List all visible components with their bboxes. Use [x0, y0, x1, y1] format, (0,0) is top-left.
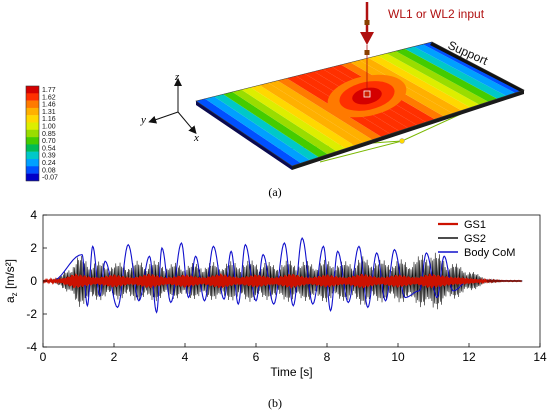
plate-band — [250, 85, 355, 149]
colorbar-swatch — [26, 166, 39, 174]
colorbar-swatch — [26, 93, 39, 101]
colorbar-tick-label: 0.24 — [42, 160, 56, 167]
colorbar-tick-label: 1.46 — [42, 102, 56, 109]
legend-label: GS2 — [464, 233, 486, 245]
series-gs1-line — [43, 273, 522, 289]
colorbar-swatch — [26, 159, 39, 167]
colorbar-tick-label: 1.00 — [42, 123, 56, 130]
y-axis-label: az [m/s²] — [3, 259, 19, 303]
colorbar-swatch — [26, 86, 39, 94]
plate-band — [205, 96, 310, 164]
colorbar-swatch — [26, 137, 39, 145]
x-tick-label: 0 — [40, 350, 47, 364]
x-tick-label: 4 — [182, 350, 189, 364]
x-tick-label: 2 — [111, 350, 118, 364]
legend: GS1 GS2 Body CoM — [438, 219, 515, 259]
plate-band — [259, 82, 364, 146]
y-axis-arrow — [148, 111, 179, 124]
panel-a-label: (a) — [268, 185, 281, 199]
y-tick-label: -2 — [26, 307, 37, 321]
legend-label: Body CoM — [464, 247, 515, 259]
colorbar-swatch — [26, 100, 39, 109]
x-axis-arrow — [177, 111, 197, 135]
input-label: WL1 or WL2 input — [388, 7, 485, 21]
plate-band — [386, 51, 489, 105]
panel-b-label: (b) — [268, 396, 282, 410]
x-tick-label: 10 — [391, 350, 405, 364]
colorbar-swatch — [26, 144, 39, 152]
colorbar-tick-label: 1.77 — [42, 87, 56, 94]
plate-band — [214, 94, 319, 161]
plate-band — [377, 53, 480, 108]
colorbar-tick-label: -0.07 — [42, 175, 58, 182]
colorbar-tick-label: 0.70 — [42, 138, 56, 145]
colorbar-tick-label: 1.62 — [42, 94, 56, 101]
x-tick-label: 12 — [462, 350, 476, 364]
colorbar-tick-label: 0.39 — [42, 153, 56, 160]
plate-band — [404, 46, 507, 99]
plate-band — [268, 80, 373, 143]
x-tick-label: 8 — [324, 350, 331, 364]
plate-band — [277, 78, 382, 140]
plate-band — [359, 57, 462, 114]
colorbar-tick-label: 0.85 — [42, 131, 56, 138]
plate-band — [395, 48, 498, 102]
plate-band — [413, 44, 516, 96]
colorbar-tick-label: 1.16 — [42, 116, 56, 123]
y-tick-label: 2 — [30, 241, 37, 255]
plate-edge-front — [196, 101, 292, 170]
plate-band — [232, 89, 337, 155]
y-tick-label: 0 — [30, 274, 37, 288]
plate-band — [241, 87, 346, 152]
plate-band — [196, 98, 301, 166]
colorbar: 1.771.621.461.311.161.000.850.700.540.39… — [25, 85, 58, 182]
plate-contour — [196, 42, 524, 166]
colorbar-swatch — [26, 173, 39, 182]
panel-a: 1.771.621.461.311.161.000.850.700.540.39… — [25, 2, 525, 199]
plate-outline — [195, 41, 525, 167]
colorbar-swatch — [26, 129, 39, 138]
colorbar-tick-label: 0.54 — [42, 145, 56, 152]
colorbar-swatch — [26, 115, 39, 123]
y-tick-label: 4 — [30, 208, 37, 222]
plate-band — [223, 91, 328, 158]
legend-label: GS1 — [464, 219, 486, 231]
x-axis-label: x — [193, 132, 199, 144]
x-axis-label: Time [s] — [270, 365, 312, 379]
colorbar-tick-label: 0.08 — [42, 167, 56, 174]
colorbar-tick-label: 1.31 — [42, 109, 56, 116]
input-arrow — [360, 2, 374, 98]
colorbar-swatch — [26, 151, 39, 160]
plot-area — [43, 237, 523, 314]
x-tick-label: 14 — [533, 350, 547, 364]
plate-band — [368, 55, 471, 111]
colorbar-frame — [25, 85, 40, 182]
x-tick-label: 6 — [253, 350, 260, 364]
colorbar-swatch — [26, 107, 39, 116]
y-tick-label: -4 — [26, 340, 37, 354]
plate-edge-right — [292, 90, 524, 170]
z-axis-label: z — [174, 71, 180, 83]
colorbar-swatch — [26, 122, 39, 130]
axis-triad — [148, 78, 197, 135]
y-axis-label: y — [140, 114, 146, 126]
support-edge — [430, 42, 524, 92]
